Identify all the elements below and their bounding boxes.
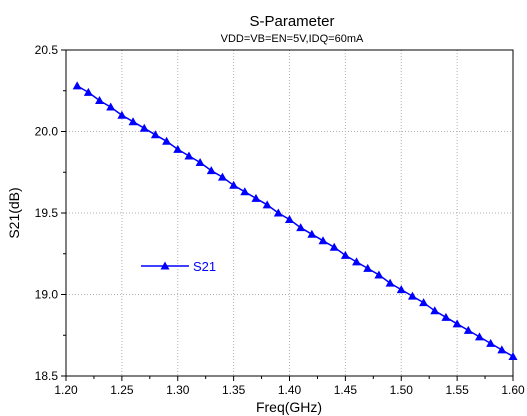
data-point-s21	[150, 130, 160, 139]
data-point-s21	[262, 200, 272, 209]
data-point-s21	[407, 291, 417, 300]
data-point-s21	[452, 319, 462, 328]
y-axis-title: S21(dB)	[6, 187, 22, 238]
data-point-s21	[385, 278, 395, 287]
y-tick-label: 19.0	[35, 288, 59, 302]
y-tick-label: 20.5	[35, 43, 59, 57]
data-point-s21	[72, 81, 82, 90]
data-point-s21	[117, 110, 127, 119]
legend-marker-s21	[160, 261, 170, 270]
data-point-s21	[217, 172, 227, 181]
data-point-s21	[296, 223, 306, 232]
legend-label-s21: S21	[193, 259, 216, 274]
data-point-s21	[486, 338, 496, 347]
x-tick-label: 1.45	[334, 383, 358, 397]
data-point-s21	[229, 180, 239, 189]
chart-title: S-Parameter	[249, 13, 334, 30]
data-point-s21	[430, 306, 440, 315]
data-point-s21	[363, 263, 373, 272]
data-point-s21	[240, 187, 250, 196]
x-tick-label: 1.40	[278, 383, 302, 397]
x-tick-label: 1.55	[445, 383, 469, 397]
x-tick-label: 1.20	[54, 383, 78, 397]
data-point-s21	[396, 285, 406, 294]
data-point-s21	[474, 332, 484, 341]
data-point-s21	[106, 102, 116, 111]
data-point-s21	[374, 270, 384, 279]
data-point-s21	[441, 312, 451, 321]
x-axis-title: Freq(GHz)	[256, 399, 322, 415]
data-point-s21	[139, 123, 149, 132]
chart-subtitle: VDD=VB=EN=5V,IDQ=60mA	[221, 33, 364, 45]
data-point-s21	[95, 96, 105, 105]
data-point-s21	[318, 236, 328, 245]
x-tick-label: 1.25	[110, 383, 134, 397]
data-point-s21	[352, 257, 362, 266]
y-tick-label: 20.0	[35, 125, 59, 139]
x-tick-label: 1.35	[222, 383, 246, 397]
series-line-s21	[76, 85, 514, 358]
data-point-s21	[419, 298, 429, 307]
data-point-s21	[195, 157, 205, 166]
y-tick-label: 18.5	[35, 369, 59, 383]
series-layer	[72, 81, 518, 360]
data-point-s21	[162, 136, 172, 145]
data-point-s21	[184, 151, 194, 160]
data-point-s21	[173, 144, 183, 153]
data-point-s21	[273, 208, 283, 217]
data-point-s21	[128, 117, 138, 126]
data-point-s21	[307, 229, 317, 238]
grid	[66, 50, 513, 376]
data-point-s21	[497, 345, 507, 354]
x-tick-label: 1.50	[390, 383, 414, 397]
data-point-s21	[340, 250, 350, 259]
legend: S21	[141, 259, 216, 274]
data-point-s21	[285, 215, 294, 224]
data-point-s21	[463, 325, 473, 334]
data-point-s21	[508, 351, 518, 360]
data-point-s21	[206, 166, 216, 175]
x-tick-label: 1.60	[501, 383, 525, 397]
data-point-s21	[329, 242, 339, 251]
data-point-s21	[251, 193, 261, 202]
y-tick-label: 19.5	[35, 206, 59, 220]
data-point-s21	[83, 87, 93, 96]
x-tick-label: 1.30	[166, 383, 190, 397]
axis-ticks: 1.20 1.25 1.30 1.35 1.40 1.45 1.50 1.55 1.60 18.5…	[35, 43, 525, 397]
